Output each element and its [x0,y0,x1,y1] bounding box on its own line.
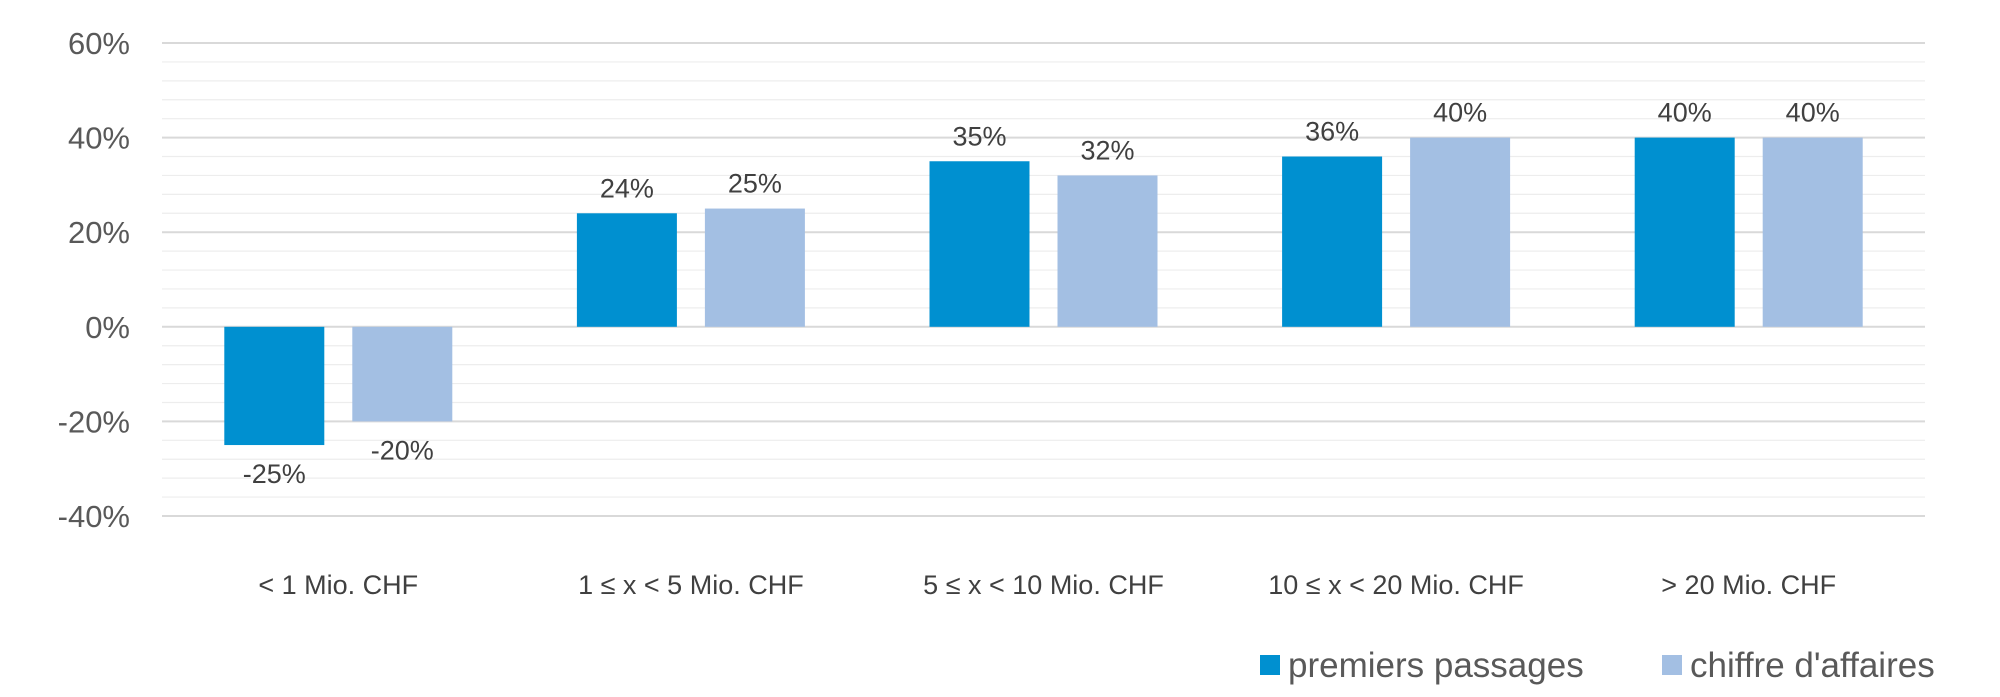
data-label-premiers-passages: 35% [952,121,1006,151]
category-label: 1 ≤ x < 5 Mio. CHF [578,570,804,600]
y-tick-label: 60% [68,26,130,61]
bar-premiers-passages [224,326,325,446]
data-label-chiffre-d-affaires: -20% [371,435,434,465]
bar-premiers-passages [929,161,1030,327]
y-tick-label: -40% [58,499,130,534]
legend-label-chiffre-d-affaires: chiffre d'affaires [1690,646,1935,685]
data-label-premiers-passages: -25% [243,459,306,489]
y-tick-label: -20% [58,404,130,439]
category-label: 5 ≤ x < 10 Mio. CHF [923,570,1164,600]
bar-chiffre-d-affaires [1762,137,1863,327]
data-label-chiffre-d-affaires: 25% [728,169,782,199]
data-labels: -25% -20% 24% 25% 35% 32% 36% 40% 40% 40% [243,98,1840,489]
legend-swatch-premiers-passages [1260,655,1280,675]
bar-chiffre-d-affaires [704,208,805,327]
y-tick-label: 20% [68,215,130,250]
legend-swatch-chiffre-d-affaires [1662,655,1682,675]
bar-chiffre-d-affaires [352,326,453,422]
data-label-chiffre-d-affaires: 40% [1786,98,1840,128]
bar-premiers-passages [576,213,677,327]
bar-chiffre-d-affaires [1057,175,1158,327]
data-label-chiffre-d-affaires: 40% [1433,98,1487,128]
data-label-premiers-passages: 36% [1305,117,1359,147]
y-tick-label: 0% [85,310,130,345]
major-gridlines [162,42,1925,517]
category-label: < 1 Mio. CHF [258,570,418,600]
legend-label-premiers-passages: premiers passages [1288,646,1584,685]
x-axis-categories: < 1 Mio. CHF 1 ≤ x < 5 Mio. CHF 5 ≤ x < 10… [258,570,1836,600]
minor-gridlines [162,61,1925,498]
category-label: 10 ≤ x < 20 Mio. CHF [1268,570,1524,600]
y-tick-label: 40% [68,121,130,156]
data-label-premiers-passages: 24% [600,173,654,203]
bars [224,137,1863,446]
bar-chiffre-d-affaires [1410,137,1511,327]
y-axis-ticks: 60% 40% 20% 0% -20% -40% [58,26,130,534]
bar-premiers-passages [1634,137,1735,327]
data-label-premiers-passages: 40% [1658,98,1712,128]
data-label-chiffre-d-affaires: 32% [1080,135,1134,165]
category-label: > 20 Mio. CHF [1661,570,1836,600]
bar-premiers-passages [1282,156,1383,327]
legend: premiers passages chiffre d'affaires [1260,646,1935,685]
